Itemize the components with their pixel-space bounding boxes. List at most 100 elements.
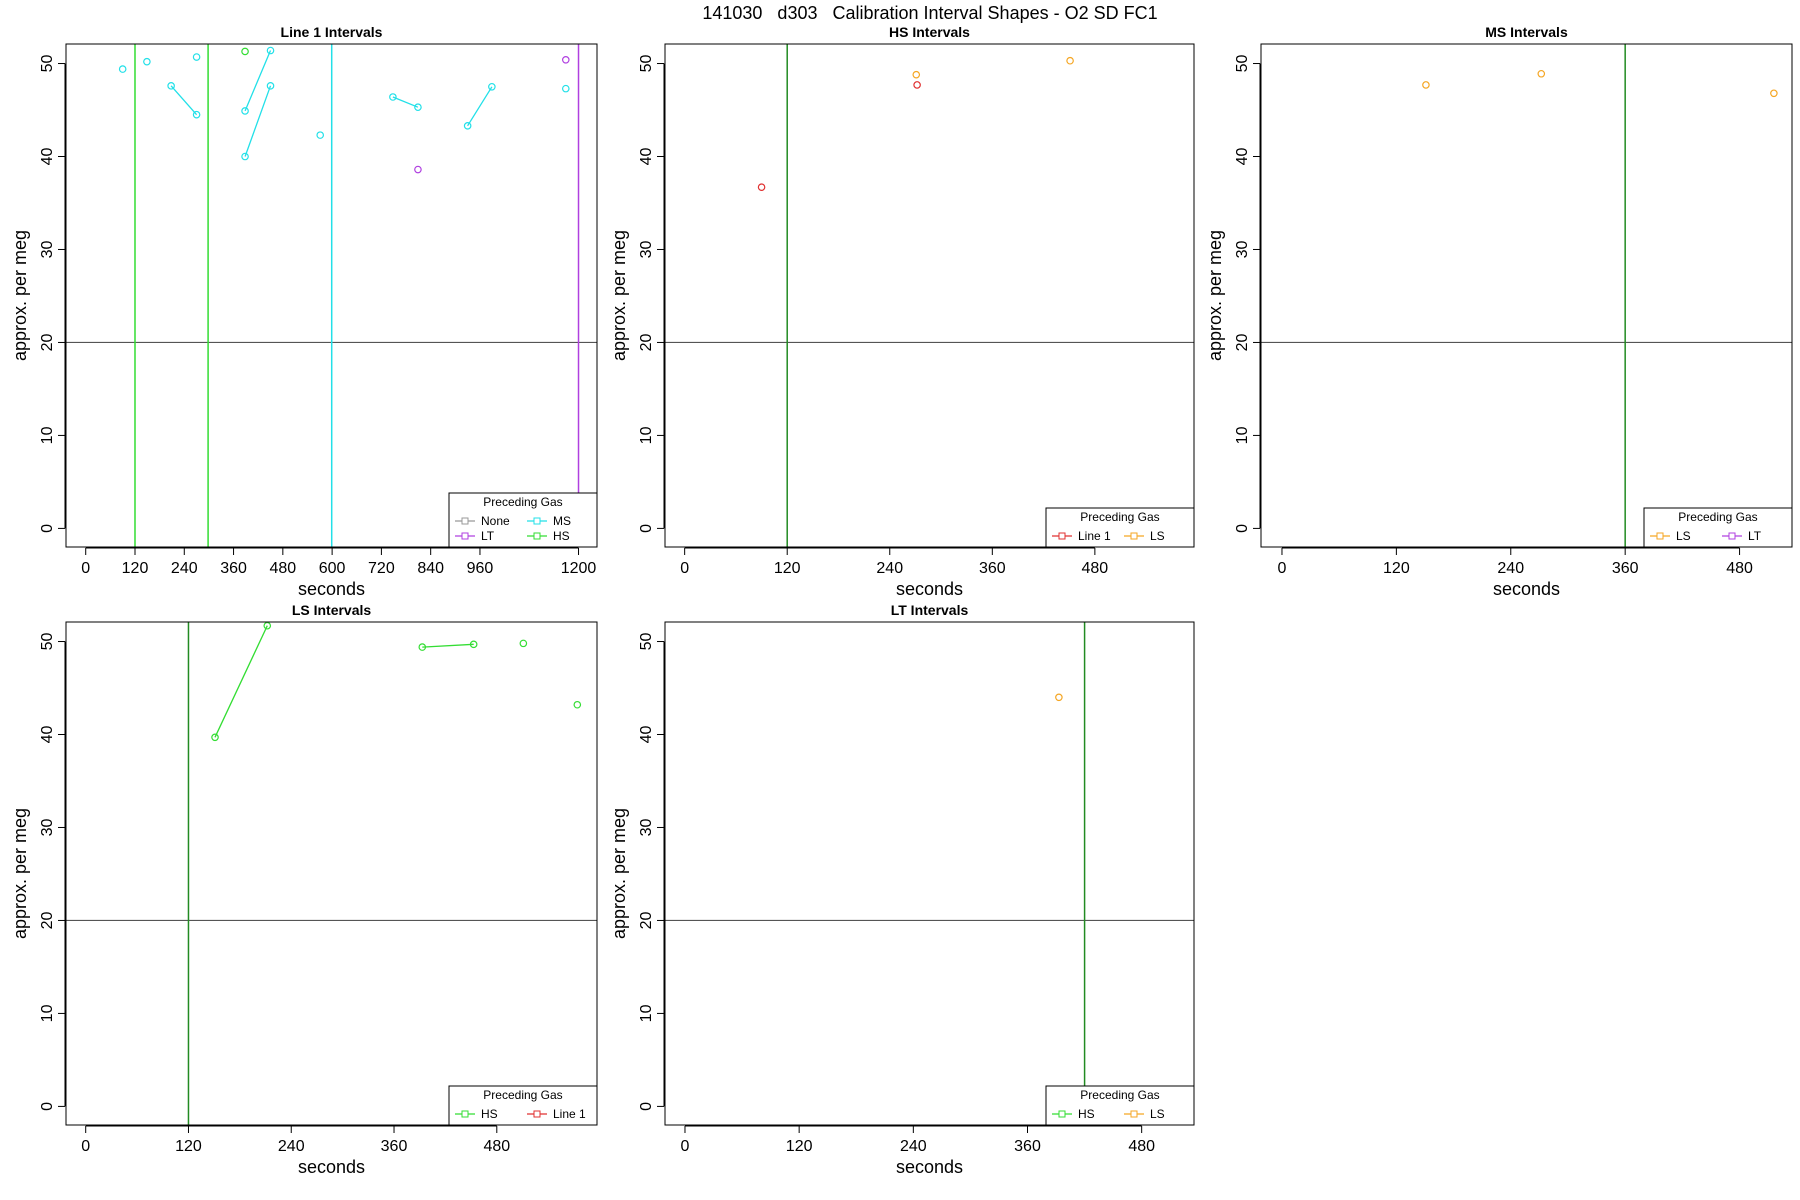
legend-label: LS	[1150, 1107, 1165, 1121]
x-tick-label: 240	[1497, 560, 1524, 577]
x-tick-label: 960	[467, 560, 494, 577]
x-tick-label: 360	[1014, 1138, 1041, 1155]
x-tick-label: 480	[1128, 1138, 1155, 1155]
x-tick-label: 600	[319, 560, 346, 577]
x-tick-label: 480	[1726, 560, 1753, 577]
legend-swatch-marker	[533, 517, 541, 525]
data-point	[241, 152, 249, 161]
y-tick-label: 0	[638, 1102, 655, 1111]
panel-title: MS Intervals	[1485, 24, 1568, 40]
data-point	[389, 93, 397, 101]
panel: HS Intervals seconds approx. per meg 0 120 24…	[609, 24, 1195, 599]
plot-border	[664, 621, 1195, 1126]
legend-box	[1045, 1085, 1195, 1126]
x-tick-label: 1200	[561, 560, 597, 577]
legend-label: HS	[1078, 1107, 1095, 1121]
x-tick-label: 0	[81, 560, 90, 577]
x-tick-label: 120	[122, 560, 149, 577]
data-point	[1066, 56, 1074, 65]
legend-title: Preceding Gas	[1080, 1088, 1159, 1102]
figure-title: 141030 d303 Calibration Interval Shapes …	[702, 3, 1157, 23]
y-axis-label: approx. per meg	[609, 808, 629, 939]
y-tick-label: 50	[638, 55, 655, 73]
y-axis-label: approx. per meg	[10, 808, 30, 939]
y-axis-label: approx. per meg	[10, 230, 30, 361]
y-tick-label: 10	[638, 1004, 655, 1022]
y-tick-label: 40	[638, 148, 655, 166]
y-tick-label: 50	[1234, 55, 1251, 73]
legend-label: Line 1	[553, 1107, 586, 1121]
y-tick-label: 0	[638, 524, 655, 533]
y-tick-label: 20	[39, 911, 56, 929]
panel-title: LT Intervals	[891, 602, 969, 618]
x-tick-label: 0	[681, 1138, 690, 1155]
legend-swatch-marker	[1058, 1110, 1066, 1118]
legend-label: None	[481, 514, 510, 528]
data-point	[118, 65, 127, 73]
legend-swatch-marker	[1656, 532, 1664, 540]
data-point	[913, 81, 921, 89]
legend-label: Line 1	[1078, 529, 1111, 543]
y-tick-label: 40	[39, 726, 56, 744]
x-tick-label: 360	[381, 1138, 408, 1155]
panel-title: LS Intervals	[292, 602, 372, 618]
y-tick-label: 40	[1234, 148, 1251, 166]
x-tick-label: 0	[81, 1138, 90, 1155]
panel: LS Intervals seconds approx. per meg 0 120 24…	[10, 602, 598, 1177]
legend-box	[448, 492, 598, 548]
legend-title: Preceding Gas	[1080, 510, 1159, 524]
legend-swatch-marker	[461, 532, 469, 540]
x-axis-label: seconds	[896, 579, 963, 599]
legend-label: LT	[481, 529, 495, 543]
legend-label: LT	[1748, 529, 1762, 543]
x-axis-label: seconds	[298, 1157, 365, 1177]
x-tick-label: 360	[220, 560, 247, 577]
x-tick-label: 480	[483, 1138, 510, 1155]
data-point	[143, 57, 151, 66]
legend-label: LS	[1676, 529, 1691, 543]
legend: Preceding Gas HS LS	[1045, 1085, 1195, 1126]
x-tick-label: 240	[171, 560, 198, 577]
data-point	[263, 622, 272, 630]
data-point	[192, 53, 201, 61]
y-tick-label: 40	[638, 726, 655, 744]
data-point	[167, 82, 175, 90]
x-tick-label: 240	[900, 1138, 927, 1155]
x-tick-label: 0	[680, 560, 689, 577]
plot-area	[66, 44, 597, 547]
data-point	[1055, 693, 1063, 702]
plot-border	[1260, 43, 1793, 548]
plot-area	[665, 44, 1194, 547]
y-tick-label: 30	[1234, 240, 1251, 258]
legend: Preceding Gas None MS LT HS	[448, 492, 598, 548]
plot-border	[65, 43, 598, 548]
series-line	[215, 626, 577, 738]
y-tick-label: 20	[1234, 333, 1251, 351]
x-axis-label: seconds	[896, 1157, 963, 1177]
legend-swatch-marker	[461, 1110, 469, 1118]
plot-border	[664, 43, 1195, 548]
data-point	[519, 639, 528, 648]
data-point	[241, 107, 249, 115]
data-point	[561, 56, 570, 64]
plot-border	[65, 621, 598, 1126]
y-tick-label: 10	[638, 426, 655, 444]
y-tick-label: 30	[39, 818, 56, 836]
legend-label: HS	[553, 529, 570, 543]
legend-swatch-marker	[1058, 532, 1066, 540]
data-point	[414, 165, 422, 174]
x-tick-label: 120	[1383, 560, 1410, 577]
data-point	[573, 700, 582, 709]
legend: Preceding Gas HS Line 1	[448, 1085, 598, 1126]
x-tick-label: 720	[368, 560, 395, 577]
data-point	[912, 70, 921, 79]
data-point	[1537, 69, 1546, 78]
plot-area	[66, 622, 597, 1125]
legend-box	[1045, 507, 1195, 548]
data-point	[418, 643, 427, 651]
x-tick-label: 480	[1082, 560, 1109, 577]
y-tick-label: 10	[1234, 426, 1251, 444]
data-point	[469, 640, 478, 649]
x-tick-label: 480	[269, 560, 296, 577]
y-tick-label: 10	[39, 1004, 56, 1022]
